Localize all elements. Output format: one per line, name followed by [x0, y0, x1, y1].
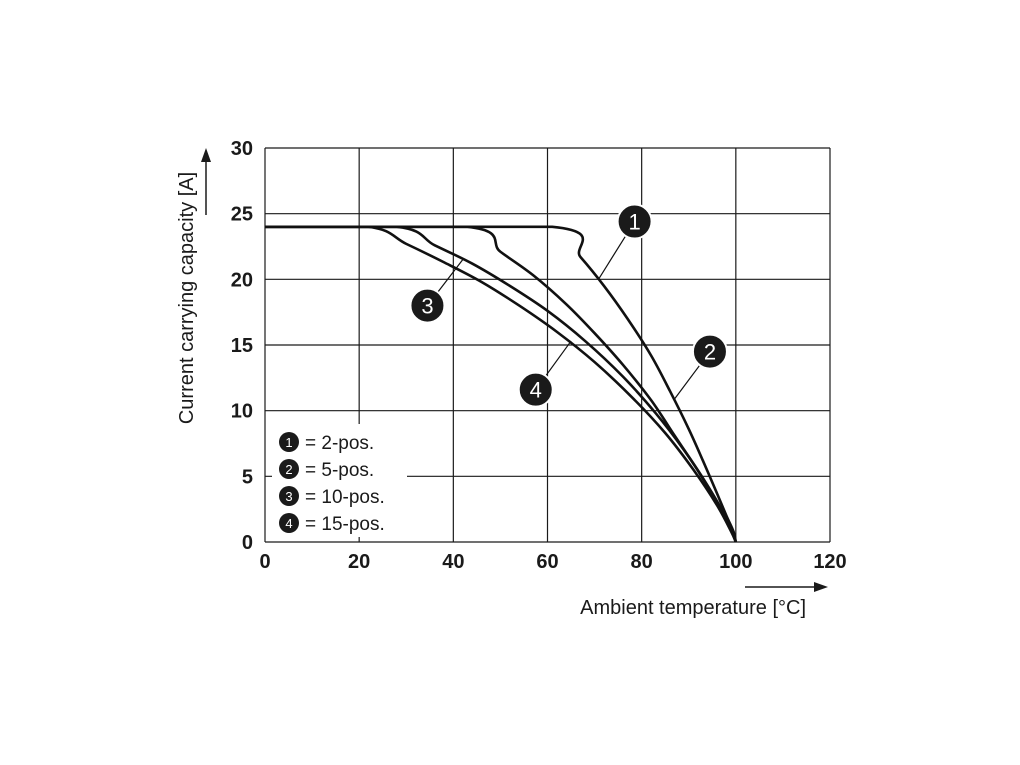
legend-marker — [279, 513, 299, 533]
legend-marker — [279, 459, 299, 479]
legend: 1 = 2-pos. 2 = 5-pos. 3 = 10-pos. 4 = 15-pos. — [272, 424, 407, 537]
legend-marker-number: 1 — [285, 435, 292, 450]
y-tick-label: 25 — [231, 204, 253, 226]
callout-number-3: 3 — [421, 294, 433, 319]
callout-number-4: 4 — [530, 378, 542, 403]
legend-marker-number: 2 — [285, 462, 292, 477]
callout-marker-1 — [616, 203, 653, 240]
series-line-4 — [265, 225, 738, 543]
y-tick-label: 15 — [231, 335, 253, 357]
x-tick-label: 40 — [442, 551, 464, 573]
callout-marker-2 — [691, 333, 728, 370]
tick-labels: 0 20 40 60 80 100 120 0 5 10 15 20 25 30 — [231, 138, 847, 573]
x-axis-arrow-icon — [814, 582, 828, 592]
y-tick-label: 0 — [242, 532, 253, 554]
callout-number-2: 2 — [704, 340, 716, 365]
series-callouts: 1 2 3 4 — [409, 203, 728, 408]
legend-marker-number: 3 — [285, 489, 292, 504]
legend-label: = 2-pos. — [305, 433, 374, 454]
x-tick-label: 60 — [536, 551, 558, 573]
y-tick-label: 10 — [231, 401, 253, 423]
callout-marker-3 — [409, 287, 446, 324]
y-axis-arrow-icon — [201, 148, 211, 162]
x-tick-label: 80 — [631, 551, 653, 573]
series-curves — [265, 225, 738, 543]
legend-marker — [279, 486, 299, 506]
x-tick-label: 20 — [348, 551, 370, 573]
legend-marker — [279, 432, 299, 452]
callout-number-1: 1 — [628, 210, 640, 235]
y-tick-label: 20 — [231, 269, 253, 291]
y-tick-label: 5 — [242, 466, 253, 488]
x-tick-label: 100 — [719, 551, 752, 573]
y-tick-label: 30 — [231, 138, 253, 160]
x-axis-title: Ambient temperature [°C] — [580, 597, 806, 619]
x-tick-label: 0 — [259, 551, 270, 573]
y-axis-title: Current carrying capacity [A] — [176, 172, 198, 424]
x-tick-label: 120 — [813, 551, 846, 573]
legend-label: = 10-pos. — [305, 487, 385, 508]
series-line-3 — [265, 225, 738, 543]
legend-marker-number: 4 — [285, 516, 292, 531]
callout-marker-4 — [517, 371, 554, 408]
legend-label: = 15-pos. — [305, 514, 385, 535]
legend-label: = 5-pos. — [305, 460, 374, 481]
plot-grid — [264, 147, 831, 543]
